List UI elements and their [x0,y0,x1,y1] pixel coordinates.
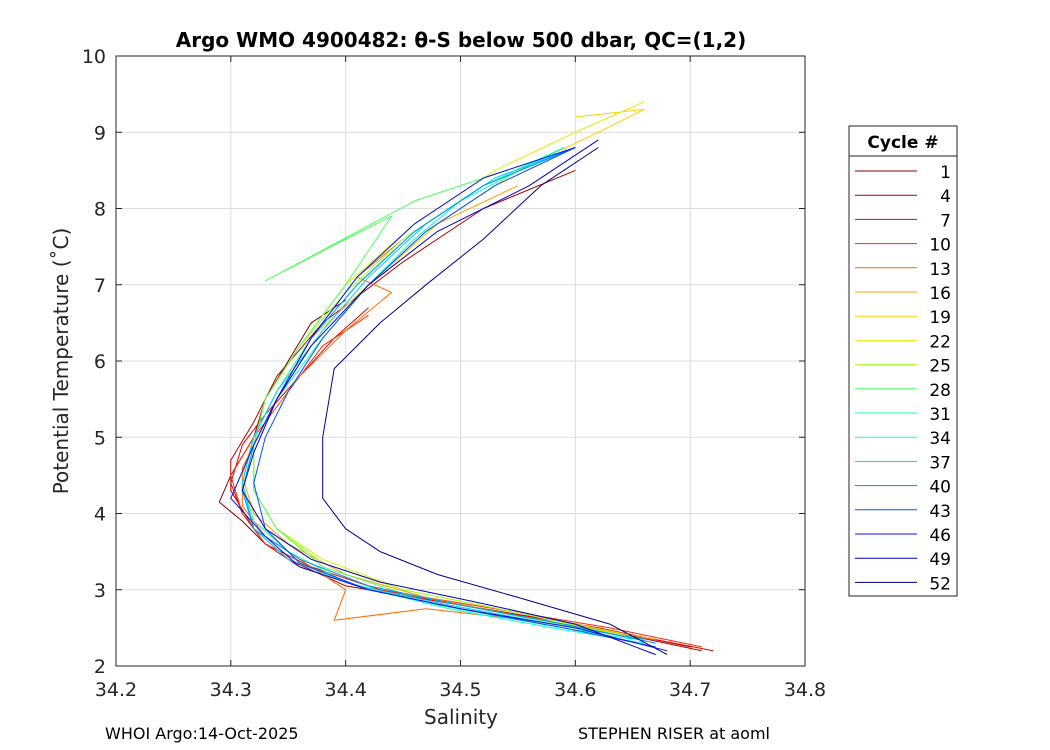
legend-entry-label: 4 [940,187,951,207]
y-tick-label: 4 [94,504,106,526]
y-tick-label: 6 [94,351,106,373]
series-line-cycle-10 [230,314,702,648]
y-tick-label: 7 [94,275,106,297]
legend-entry-label: 52 [929,574,951,594]
y-tick-label: 3 [94,580,106,602]
footer-source: WHOI Argo:14-Oct-2025 [105,724,299,743]
legend-entry-label: 46 [929,526,951,546]
series-line-cycle-16 [241,185,656,640]
legend-entry-label: 10 [929,236,951,256]
legend-entry-label: 43 [929,502,951,522]
legend-entry-label: 16 [929,284,951,304]
series-line-cycle-37 [241,147,645,640]
x-tick-label: 34.8 [784,679,826,701]
y-tick-label: 9 [94,122,106,144]
series-line-cycle-34 [241,147,645,644]
series-line-cycle-40 [241,147,656,644]
series-line-cycle-19 [241,108,645,640]
tick-group: 34.2 34.3 34.4 34.5 34.6 34.7 34.8 2 3 4 5 6 7 8 9 10 [82,46,826,701]
legend-entry-label: 13 [929,260,951,280]
legend-entry-label: 40 [929,478,951,498]
legend-entry-label: 1 [940,163,951,183]
x-tick-label: 34.4 [325,679,367,701]
chart-title: Argo WMO 4900482: θ-S below 500 dbar, QC… [176,28,746,52]
y-tick-label: 2 [94,656,106,678]
y-tick-label: 8 [94,199,106,221]
series-group [218,101,714,656]
x-tick-label: 34.6 [554,679,596,701]
legend-entry-label: 25 [929,357,951,377]
legend-entry-label: 37 [929,453,951,473]
y-tick-label: 10 [82,46,106,68]
legend-entry-label: 49 [929,550,951,570]
legend-entry-label: 31 [929,405,951,425]
series-line-cycle-49 [241,139,656,656]
legend: Cycle # 1 4 7 10 13 16 19 22 25 28 31 34 37 40 43 46 49 5… [848,125,958,597]
y-axis-label: Potential Temperature (˚C) [49,228,73,495]
series-line-cycle-28 [253,154,622,636]
legend-entry-label: 22 [929,332,951,352]
x-axis-label: Salinity [424,705,498,729]
series-line-cycle-13 [241,238,645,640]
x-tick-label: 34.3 [210,679,252,701]
x-tick-label: 34.7 [669,679,711,701]
legend-box [848,125,958,597]
legend-entry-label: 28 [929,381,951,401]
legend-title: Cycle # [867,133,938,153]
x-tick-label: 34.5 [439,679,481,701]
footer-operator: STEPHEN RISER at aoml [578,724,770,743]
series-line-cycle-4 [230,169,702,652]
legend-entry-label: 7 [940,211,951,231]
series-line-cycle-52 [322,147,668,656]
series-line-cycle-46 [230,147,668,652]
x-tick-label: 34.2 [95,679,137,701]
y-tick-label: 5 [94,427,106,449]
grid [115,55,806,667]
series-line-cycle-1 [218,299,691,648]
legend-entry-label: 19 [929,308,951,328]
legend-entry-label: 34 [929,429,951,449]
